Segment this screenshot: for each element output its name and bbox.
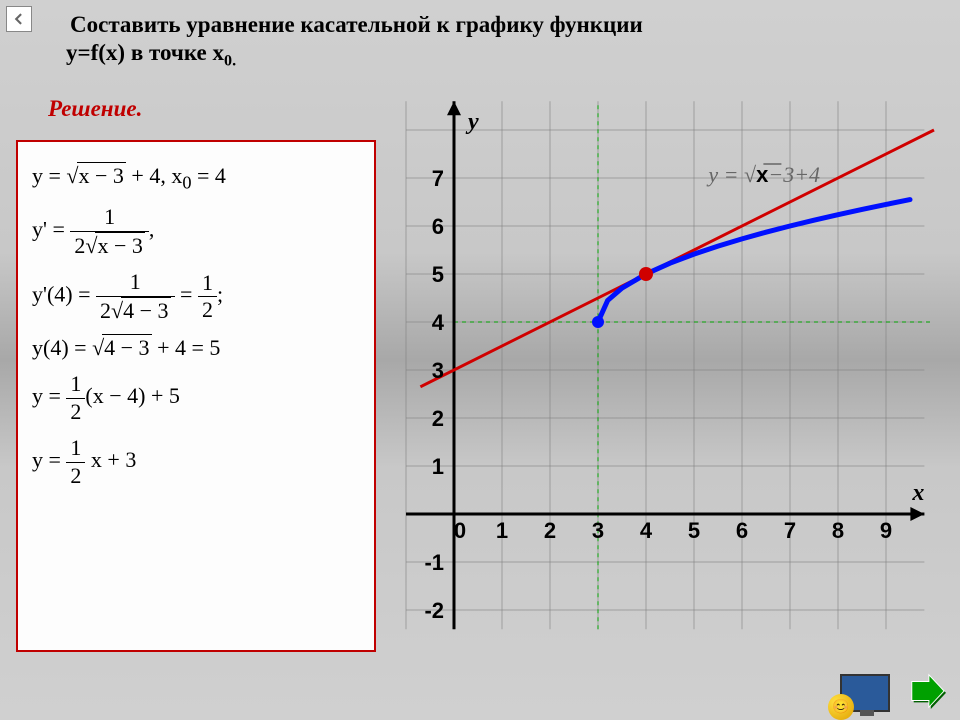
svg-text:4: 4 [640, 518, 653, 543]
title-line2: y=f(x) в точке x0. [66, 40, 910, 71]
svg-text:7: 7 [432, 166, 444, 191]
svg-text:x: x [911, 480, 924, 506]
nav-back-button[interactable] [6, 6, 32, 32]
svg-text:2: 2 [544, 518, 556, 543]
math-line-5: y = 12(x − 4) + 5 [32, 371, 360, 425]
svg-text:8: 8 [832, 518, 844, 543]
chevron-left-icon [12, 12, 26, 26]
decor-computer-icon: 😊 [840, 674, 890, 712]
svg-text:6: 6 [432, 214, 444, 239]
svg-text:1: 1 [432, 454, 444, 479]
svg-text:-1: -1 [424, 550, 444, 575]
svg-text:1: 1 [496, 518, 508, 543]
svg-text:9: 9 [880, 518, 892, 543]
svg-text:5: 5 [688, 518, 700, 543]
svg-text:6: 6 [736, 518, 748, 543]
math-line-2: y' = 12x − 3, [32, 204, 360, 259]
math-line-4: y(4) = 4 − 3 + 4 = 5 [32, 334, 360, 361]
solution-box: y = x − 3 + 4, x0 = 4 y' = 12x − 3, y'(4… [16, 140, 376, 652]
math-line-3: y'(4) = 124 − 3 = 12; [32, 269, 360, 324]
svg-text:0: 0 [454, 518, 466, 543]
title-line1: Составить уравнение касательной к график… [70, 12, 910, 38]
svg-text:y = √x−3+4: y = √x−3+4 [706, 162, 820, 187]
nav-forward-button[interactable] [908, 672, 946, 710]
svg-text:y: y [465, 109, 479, 135]
solution-label: Решение. [48, 96, 142, 122]
svg-text:3: 3 [432, 358, 444, 383]
page-title: Составить уравнение касательной к график… [70, 12, 910, 71]
chart-area: 0 1 2 3 4 5 6 7 8 9 -2 -1 1 2 3 4 5 6 7 x y y = √x−3+4 [398, 82, 948, 652]
math-line-1: y = x − 3 + 4, x0 = 4 [32, 162, 360, 194]
svg-text:-2: -2 [424, 598, 444, 623]
svg-text:7: 7 [784, 518, 796, 543]
svg-text:5: 5 [432, 262, 444, 287]
math-line-6: y = 12 x + 3 [32, 435, 360, 489]
svg-text:4: 4 [432, 310, 445, 335]
svg-text:3: 3 [592, 518, 604, 543]
chart-svg: 0 1 2 3 4 5 6 7 8 9 -2 -1 1 2 3 4 5 6 7 x y y = √x−3+4 [398, 82, 948, 652]
svg-text:2: 2 [432, 406, 444, 431]
